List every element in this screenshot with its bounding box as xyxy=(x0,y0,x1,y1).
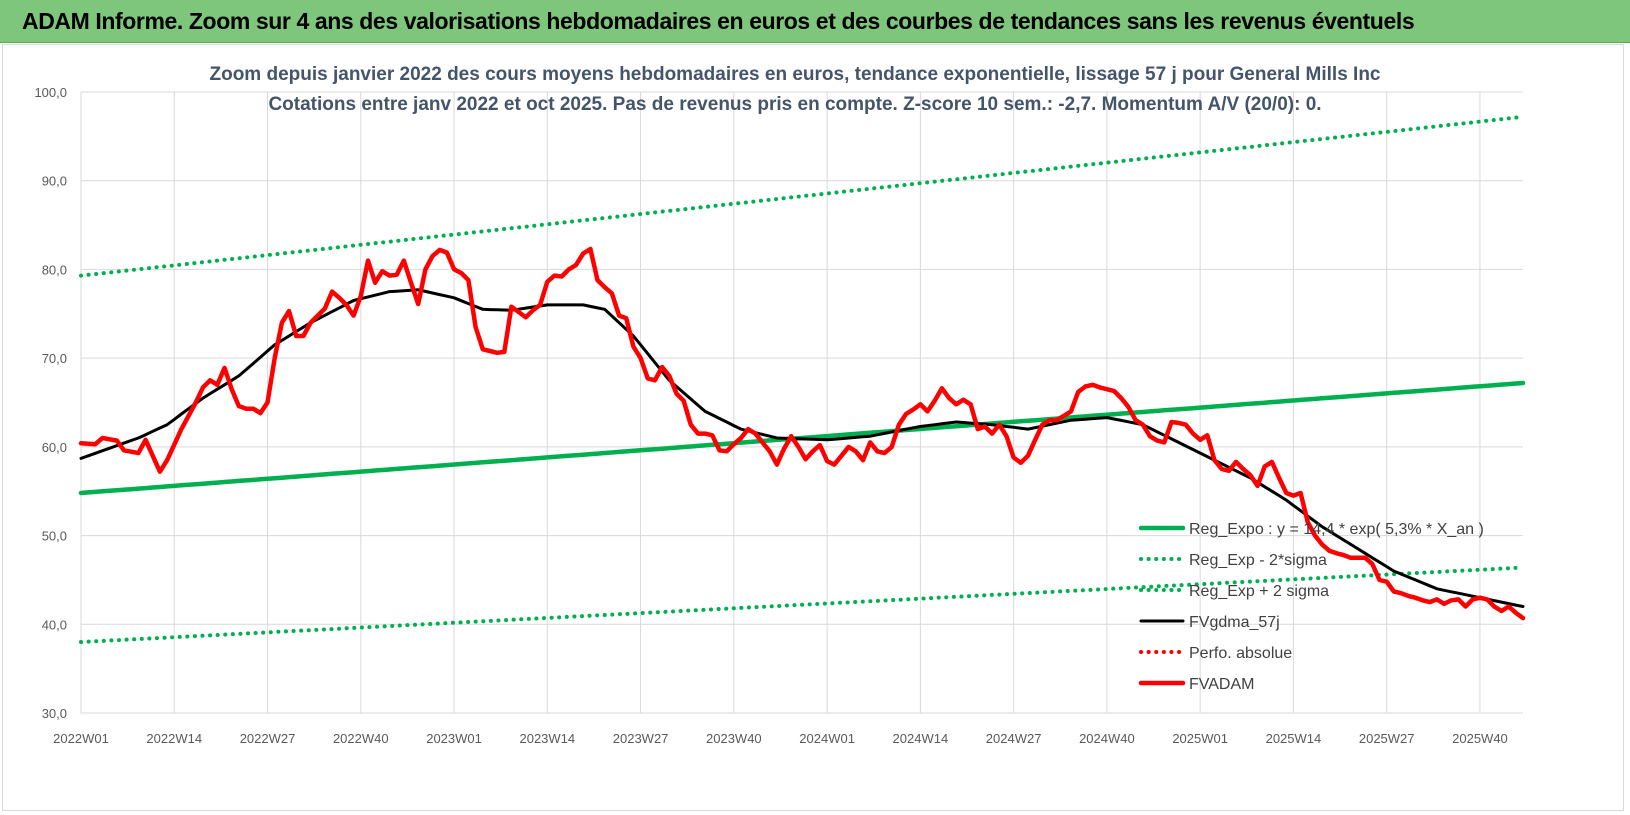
legend-label: Perfo. absolue xyxy=(1189,645,1292,662)
x-tick-label: 2023W40 xyxy=(706,731,762,746)
x-tick-label: 2024W40 xyxy=(1079,731,1135,746)
y-axis: 30,0 40,0 50,0 60,0 70,0 80,0 90,0 100,0 xyxy=(34,85,67,721)
chart-subtitle: Cotations entre janv 2022 et oct 2025. P… xyxy=(268,94,1321,115)
chart-svg: Zoom depuis janvier 2022 des cours moyen… xyxy=(34,64,1526,746)
y-tick-label: 30,0 xyxy=(42,706,67,721)
y-tick-label: 100,0 xyxy=(34,85,67,100)
legend-label: Reg_Expo : y = 14,4 * exp( 5,3% * X_an ) xyxy=(1189,521,1484,538)
x-tick-label: 2023W27 xyxy=(613,731,669,746)
chart-title: Zoom depuis janvier 2022 des cours moyen… xyxy=(209,64,1380,85)
x-tick-label: 2025W14 xyxy=(1266,731,1322,746)
y-tick-label: 50,0 xyxy=(42,529,67,544)
x-tick-label: 2023W14 xyxy=(519,731,575,746)
x-tick-label: 2025W27 xyxy=(1359,731,1415,746)
series-group xyxy=(78,114,1526,644)
x-tick-label: 2024W01 xyxy=(799,731,855,746)
legend-label: Reg_Exp - 2*sigma xyxy=(1189,552,1327,569)
y-tick-label: 90,0 xyxy=(42,174,67,189)
x-tick-label: 2022W14 xyxy=(146,731,202,746)
report-title: ADAM Informe. Zoom sur 4 ans des valoris… xyxy=(22,8,1415,34)
x-tick-label: 2025W40 xyxy=(1452,731,1508,746)
legend: Reg_Expo : y = 14,4 * exp( 5,3% * X_an )… xyxy=(1138,521,1484,693)
x-tick-label: 2022W27 xyxy=(240,731,296,746)
legend-label: Reg_Exp + 2 sigma xyxy=(1189,583,1329,600)
y-tick-label: 40,0 xyxy=(42,617,67,632)
grid xyxy=(80,91,1523,714)
x-tick-label: 2024W27 xyxy=(986,731,1042,746)
series-line-fvgdma-57j xyxy=(79,288,1525,608)
x-axis: 2022W01 2022W14 2022W27 2022W40 2023W01 2023W… xyxy=(53,731,1508,746)
y-tick-label: 80,0 xyxy=(42,262,67,277)
chart-frame: Zoom depuis janvier 2022 des cours moyen… xyxy=(2,44,1624,811)
x-tick-label: 2025W01 xyxy=(1172,731,1228,746)
series-line-reg-exp-2-sigma xyxy=(79,565,1525,644)
y-tick-label: 70,0 xyxy=(42,351,67,366)
y-tick-label: 60,0 xyxy=(42,440,67,455)
legend-label: FVADAM xyxy=(1189,676,1254,693)
legend-label: FVgdma_57j xyxy=(1189,614,1280,631)
x-tick-label: 2023W01 xyxy=(426,731,482,746)
series-line-reg-exp-2-sigma xyxy=(79,114,1525,278)
x-tick-label: 2024W14 xyxy=(893,731,949,746)
x-tick-label: 2022W40 xyxy=(333,731,389,746)
x-tick-label: 2022W01 xyxy=(53,731,109,746)
report-banner: ADAM Informe. Zoom sur 4 ans des valoris… xyxy=(0,0,1630,43)
series-line-fvadam xyxy=(78,246,1526,621)
